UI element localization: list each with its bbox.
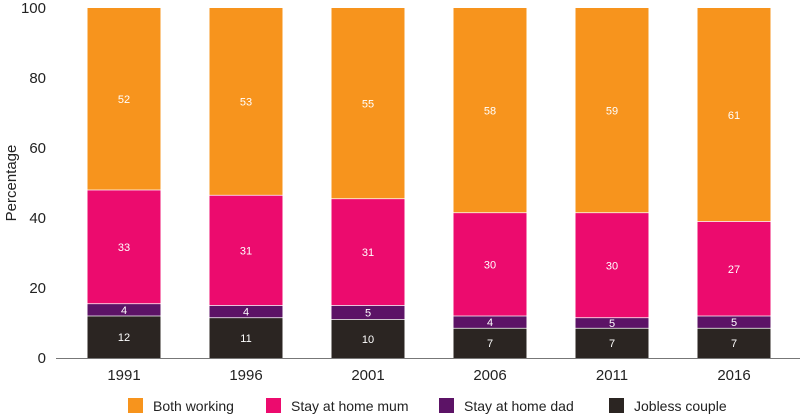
bar-segment (575, 328, 649, 358)
data-label: 27 (728, 264, 740, 276)
data-label: 53 (240, 97, 252, 109)
legend-label: Stay at home mum (291, 398, 409, 414)
data-label: 4 (243, 307, 249, 319)
x-tick-label: 2011 (596, 367, 628, 384)
y-tick-label: 20 (29, 280, 46, 297)
bar-segment (209, 8, 283, 196)
x-tick-label: 1996 (229, 367, 262, 384)
data-label: 12 (118, 332, 130, 344)
x-tick-label: 2001 (351, 367, 384, 384)
data-label: 7 (487, 338, 493, 350)
data-label: 30 (484, 259, 496, 271)
bar-segment (575, 212, 649, 318)
y-tick-label: 60 (29, 140, 46, 157)
bar-segment (575, 8, 649, 213)
bar-segment (453, 316, 527, 329)
bar-group-1996: 11 4 31 53 (209, 8, 283, 358)
bar-segment (87, 316, 161, 358)
bar-segment (697, 221, 771, 316)
data-label: 61 (728, 110, 740, 122)
bar-segment (209, 305, 283, 318)
y-tick-label: 100 (21, 0, 46, 17)
bar-segment (87, 8, 161, 190)
y-tick-label: 0 (38, 350, 46, 367)
bar-segment (697, 328, 771, 358)
data-label: 4 (121, 305, 127, 317)
data-label: 4 (487, 317, 493, 329)
bar-segment (453, 328, 527, 358)
bar-segment (331, 8, 405, 199)
data-label: 31 (240, 245, 252, 257)
data-label: 5 (609, 318, 615, 330)
data-label: 52 (118, 94, 130, 106)
bar-group-1991: 12 4 33 52 (87, 8, 161, 358)
legend-swatch (266, 398, 281, 413)
x-tick-label: 2016 (717, 367, 750, 384)
data-label: 7 (731, 338, 737, 350)
y-tick-label: 80 (29, 70, 46, 87)
bar-segment (209, 195, 283, 306)
bar-segment (697, 316, 771, 329)
bar-group-2001: 10 5 31 55 (331, 8, 405, 358)
legend-item: Jobless couple (609, 398, 727, 414)
legend-item: Both working (128, 398, 234, 414)
y-tick-label: 40 (29, 210, 46, 227)
legend-swatch (439, 398, 454, 413)
bar-segment (331, 319, 405, 358)
bar-segment (87, 303, 161, 316)
legend: Both working Stay at home mum Stay at home… (128, 398, 727, 414)
bar-group-2006: 7 4 30 58 (453, 8, 527, 358)
legend-swatch (609, 398, 624, 413)
bar-segment (87, 190, 161, 304)
legend-label: Jobless couple (634, 398, 727, 414)
legend-item: Stay at home mum (266, 398, 409, 414)
data-label: 7 (609, 338, 615, 350)
bar-group-2011: 7 5 30 59 (575, 8, 649, 358)
data-label: 11 (240, 333, 251, 345)
x-tick-label: 2006 (473, 367, 506, 384)
legend-swatch (128, 398, 143, 413)
data-label: 5 (365, 308, 371, 320)
legend-label: Both working (153, 398, 234, 414)
data-label: 5 (731, 317, 737, 329)
bar-segment (697, 8, 771, 222)
data-label: 33 (118, 242, 130, 254)
data-label: 55 (362, 98, 374, 110)
data-label: 31 (362, 247, 374, 259)
axes: Percentage 0 20 40 60 80 100 1991 1996 2001 2006 20… (3, 0, 800, 384)
bar-segment (453, 8, 527, 213)
bar-segment (453, 212, 527, 316)
y-axis-label: Percentage (3, 145, 20, 222)
data-label: 30 (606, 260, 618, 272)
bar-segment (209, 317, 283, 358)
bar-group-2016: 7 5 27 61 (697, 8, 771, 358)
legend-label: Stay at home dad (464, 398, 574, 414)
bar-segment (331, 305, 405, 320)
data-label: 59 (606, 105, 618, 117)
bars: 12 4 33 52 11 4 31 53 10 5 31 55 7 4 30 58 7 5 30 59 7 5 27 61 (87, 8, 771, 358)
data-label: 58 (484, 105, 496, 117)
bar-segment (331, 198, 405, 306)
data-label: 10 (362, 334, 374, 346)
legend-item: Stay at home dad (439, 398, 574, 414)
x-tick-label: 1991 (107, 367, 140, 384)
bar-segment (575, 317, 649, 329)
